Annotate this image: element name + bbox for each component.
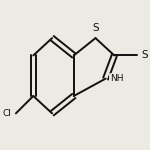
- Text: S: S: [142, 50, 148, 60]
- Text: NH: NH: [110, 74, 123, 83]
- Text: S: S: [92, 23, 99, 33]
- Text: Cl: Cl: [3, 109, 12, 118]
